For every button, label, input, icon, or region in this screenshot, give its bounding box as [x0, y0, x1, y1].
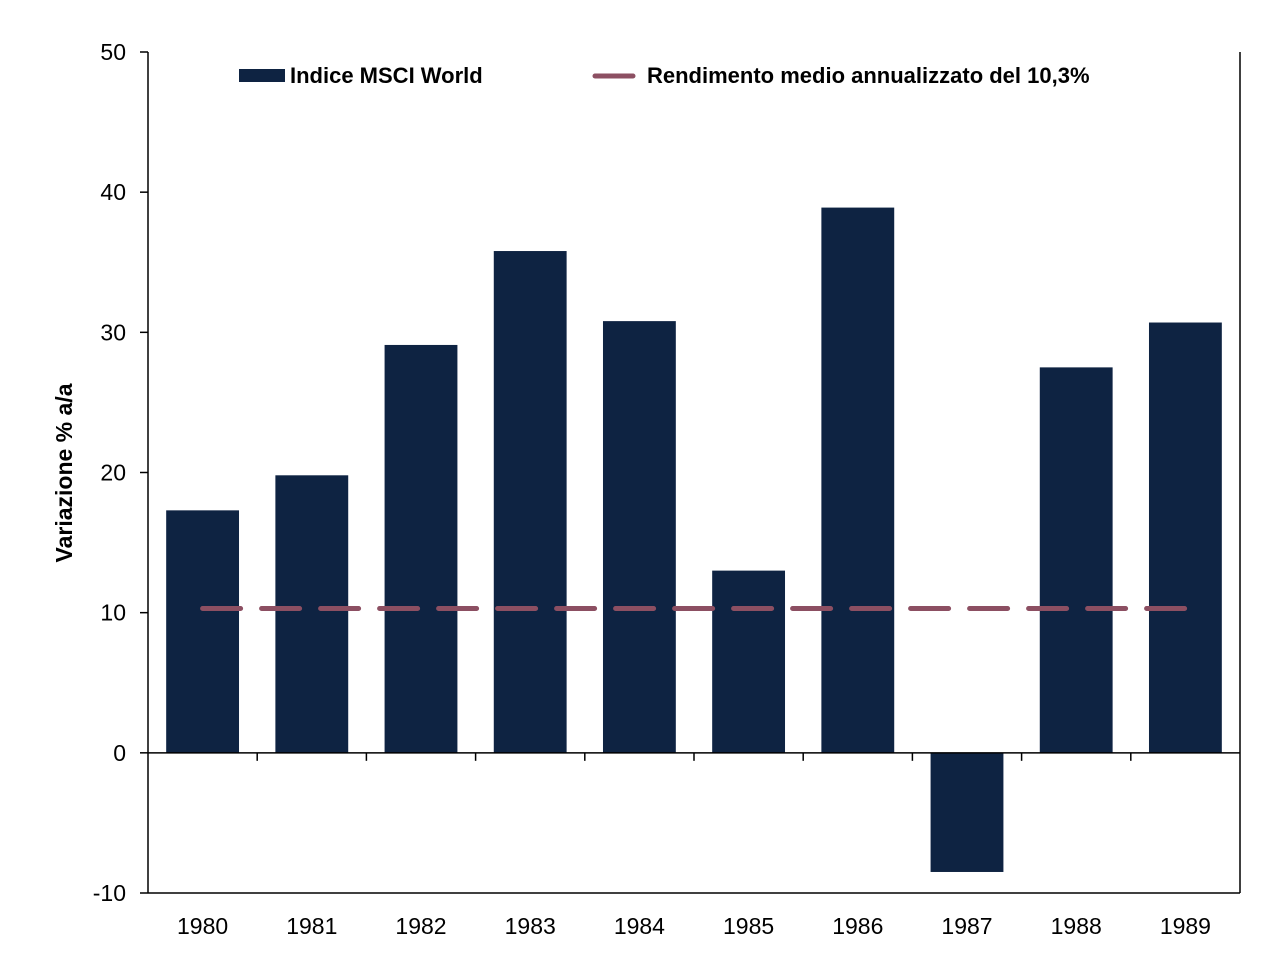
legend-label-bar: Indice MSCI World: [290, 63, 483, 88]
bar-1989: [1148, 322, 1222, 753]
x-tick-label: 1986: [832, 913, 883, 939]
bar-1987: [930, 752, 1004, 872]
y-axis-title: Variazione % a/a: [51, 383, 77, 562]
bar-1983: [493, 251, 567, 753]
bar-1988: [1039, 367, 1113, 753]
y-tick-label: -10: [93, 880, 126, 906]
bar-1986: [821, 207, 895, 753]
y-tick-label: 30: [100, 319, 126, 345]
x-tick-label: 1987: [941, 913, 992, 939]
y-ticks-group: -10 0 10 20 30 40 50: [93, 39, 148, 906]
x-ticks-group: 1980 1981 1982 1983 1984 1985 1986 1987 1988 1989: [177, 752, 1211, 939]
legend: Indice MSCI World Rendimento medio annua…: [239, 63, 1090, 88]
bar-1980: [166, 510, 240, 753]
x-tick-label: 1983: [505, 913, 556, 939]
x-tick-label: 1980: [177, 913, 228, 939]
bar-1982: [384, 344, 458, 753]
x-tick-label: 1988: [1051, 913, 1102, 939]
bar-1984: [602, 321, 676, 753]
bars-group: [166, 207, 1222, 872]
legend-label-line: Rendimento medio annualizzato del 10,3%: [647, 63, 1090, 88]
y-tick-label: 10: [100, 600, 126, 626]
x-tick-label: 1989: [1160, 913, 1211, 939]
y-tick-label: 40: [100, 179, 126, 205]
x-tick-label: 1982: [395, 913, 446, 939]
legend-swatch-bar: [239, 69, 285, 82]
bar-1981: [275, 475, 349, 753]
x-tick-label: 1985: [723, 913, 774, 939]
y-tick-label: 20: [100, 460, 126, 486]
y-tick-label: 0: [113, 740, 126, 766]
x-tick-label: 1981: [286, 913, 337, 939]
bar-1985: [712, 570, 786, 753]
y-tick-label: 50: [100, 39, 126, 65]
x-tick-label: 1984: [614, 913, 665, 939]
